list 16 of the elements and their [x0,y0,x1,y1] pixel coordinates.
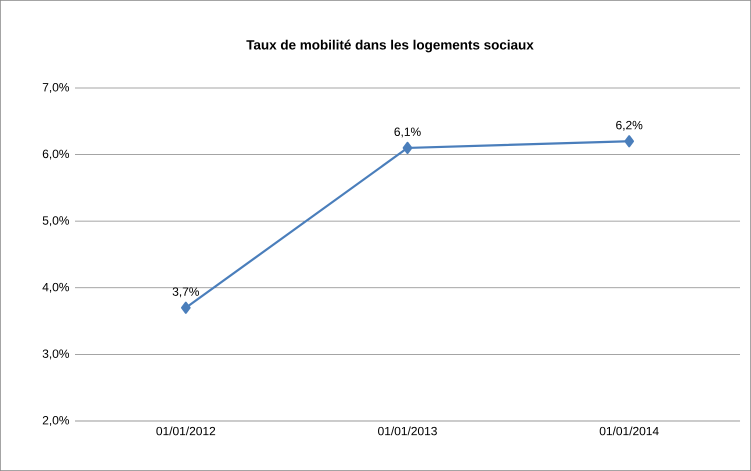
data-label: 6,2% [616,120,642,131]
y-tick-label: 6,0% [42,150,70,160]
point [180,302,191,314]
y-tick-label: 2,0% [42,416,70,426]
point [402,142,412,154]
y-tick-label: 4,0% [42,282,70,293]
chart-title: Taux de mobilité dans les logements sociaux [246,40,534,52]
x-tick-label: 01/01/2014 [600,426,659,436]
data-label: 3,7% [172,287,200,298]
y-tick-label: 3,0% [42,349,70,360]
x-tick-label: 01/01/2013 [378,426,437,436]
y-tick-label: 5,0% [42,216,70,226]
x-tick-label: 01/01/2012 [156,426,216,436]
y-tick-label: 7,0% [42,83,70,93]
data-label: 6,1% [394,128,421,138]
point [624,135,634,148]
